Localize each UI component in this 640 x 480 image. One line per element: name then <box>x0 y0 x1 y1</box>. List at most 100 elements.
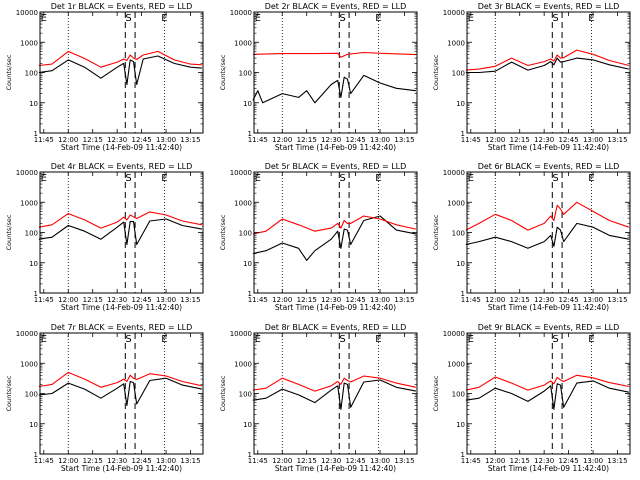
y-tick-label: 1000 <box>234 39 252 47</box>
x-tick-label: 12:30 <box>107 296 127 304</box>
x-tick-label: 13:15 <box>394 296 414 304</box>
x-axis-title: Start Time (14-Feb-09 11:42:40) <box>488 143 609 152</box>
lld-series-line <box>38 211 203 229</box>
x-tick-label: 11:45 <box>461 136 481 144</box>
event-marker-label: E <box>588 13 594 24</box>
x-tick-label: 12:00 <box>485 296 505 304</box>
x-tick-label: 11:45 <box>34 457 54 465</box>
events-series-line <box>252 379 417 410</box>
y-tick-label: 1000 <box>20 360 38 368</box>
y-tick-label: 1 <box>34 451 38 459</box>
event-marker-label: S <box>125 173 131 184</box>
x-tick-label: 12:45 <box>559 296 579 304</box>
x-axis-title: Start Time (14-Feb-09 11:42:40) <box>488 303 609 312</box>
x-tick-label: 12:45 <box>346 457 366 465</box>
y-axis-title: Counts/sec <box>432 375 440 411</box>
x-tick-label: 13:15 <box>607 296 627 304</box>
detector-panel: Det 4r BLACK = Events, RED = LLD E S E 1 10 10… <box>5 162 204 312</box>
events-series-line <box>38 377 203 407</box>
event-marker-label: E <box>255 334 261 345</box>
events-series-line <box>465 222 630 249</box>
y-axis-title: Counts/sec <box>5 54 13 90</box>
x-tick-label: 12:15 <box>297 136 317 144</box>
plot-frame <box>466 332 631 455</box>
x-tick-label: 13:00 <box>370 457 390 465</box>
event-marker-label: E <box>41 13 47 24</box>
x-tick-label: 12:15 <box>83 296 103 304</box>
x-tick-label: 12:00 <box>485 136 505 144</box>
x-tick-label: 13:00 <box>370 296 390 304</box>
detector-panel: Det 8r BLACK = Events, RED = LLD E S E 1 10 10… <box>219 323 418 473</box>
events-series-line <box>252 215 417 261</box>
y-tick-label: 1 <box>248 130 252 138</box>
y-tick-label: 10000 <box>443 9 465 17</box>
lld-series-line <box>465 201 630 231</box>
detector-panel: Det 6r BLACK = Events, RED = LLD E S E 1 10 10… <box>432 162 631 312</box>
x-tick-label: 12:45 <box>132 136 152 144</box>
event-marker-label: E <box>255 173 261 184</box>
x-tick-label: 12:45 <box>559 457 579 465</box>
x-tick-label: 12:15 <box>510 457 530 465</box>
y-axis-title: Counts/sec <box>432 54 440 90</box>
panel-title: Det 6r BLACK = Events, RED = LLD <box>478 162 620 171</box>
x-tick-label: 13:15 <box>180 457 200 465</box>
x-tick-label: 12:15 <box>83 457 103 465</box>
y-tick-label: 1000 <box>20 39 38 47</box>
lld-series-line <box>465 49 630 71</box>
y-tick-label: 1000 <box>447 199 465 207</box>
events-series-line <box>38 55 202 86</box>
lld-series-line <box>252 51 416 58</box>
x-tick-label: 13:15 <box>607 136 627 144</box>
x-tick-label: 12:45 <box>132 296 152 304</box>
plot-frame <box>253 11 418 134</box>
x-tick-label: 12:30 <box>321 296 341 304</box>
y-tick-label: 1 <box>461 451 465 459</box>
x-tick-label: 12:45 <box>132 457 152 465</box>
y-tick-label: 1000 <box>447 39 465 47</box>
lld-series-line <box>465 374 630 391</box>
x-tick-label: 12:45 <box>559 136 579 144</box>
plot-frame <box>253 332 418 455</box>
detector-panel: Det 9r BLACK = Events, RED = LLD E S E 1 10 10… <box>432 323 631 473</box>
event-marker-label: E <box>41 173 47 184</box>
event-marker-label: E <box>161 13 167 24</box>
y-tick-label: 100 <box>452 70 465 78</box>
y-tick-label: 10 <box>243 100 252 108</box>
lld-series-line <box>252 375 417 392</box>
plot-frame <box>466 11 631 134</box>
x-tick-label: 12:30 <box>107 136 127 144</box>
panel-title: Det 7r BLACK = Events, RED = LLD <box>51 323 193 332</box>
event-marker-label: E <box>588 173 594 184</box>
y-tick-label: 10 <box>29 100 38 108</box>
lld-series-line <box>252 215 417 235</box>
y-axis-title: Counts/sec <box>219 375 227 411</box>
x-tick-label: 11:45 <box>34 296 54 304</box>
y-tick-label: 1000 <box>447 360 465 368</box>
x-tick-label: 13:15 <box>394 457 414 465</box>
y-tick-label: 1 <box>461 290 465 298</box>
event-marker-label: S <box>125 334 131 345</box>
y-tick-label: 10000 <box>443 330 465 338</box>
x-axis-title: Start Time (14-Feb-09 11:42:40) <box>61 303 182 312</box>
y-tick-label: 1000 <box>234 360 252 368</box>
event-marker-label: E <box>255 13 261 24</box>
events-series-line <box>252 74 416 104</box>
event-marker-label: S <box>552 334 558 345</box>
panel-title: Det 5r BLACK = Events, RED = LLD <box>265 162 407 171</box>
event-marker-label: S <box>339 173 345 184</box>
x-tick-label: 13:15 <box>607 457 627 465</box>
x-tick-label: 12:00 <box>58 457 78 465</box>
x-tick-label: 12:15 <box>83 136 103 144</box>
x-tick-label: 13:00 <box>583 136 603 144</box>
y-tick-label: 10000 <box>230 330 252 338</box>
panel-title: Det 3r BLACK = Events, RED = LLD <box>478 2 620 11</box>
lld-series-line <box>38 371 203 388</box>
x-tick-label: 12:15 <box>510 136 530 144</box>
y-tick-label: 10000 <box>16 330 38 338</box>
x-tick-label: 13:15 <box>180 296 200 304</box>
detector-panel: Det 3r BLACK = Events, RED = LLD E S E 1 10 10… <box>432 2 631 152</box>
event-marker-label: E <box>161 173 167 184</box>
panel-title: Det 4r BLACK = Events, RED = LLD <box>51 162 193 171</box>
y-tick-label: 100 <box>452 230 465 238</box>
